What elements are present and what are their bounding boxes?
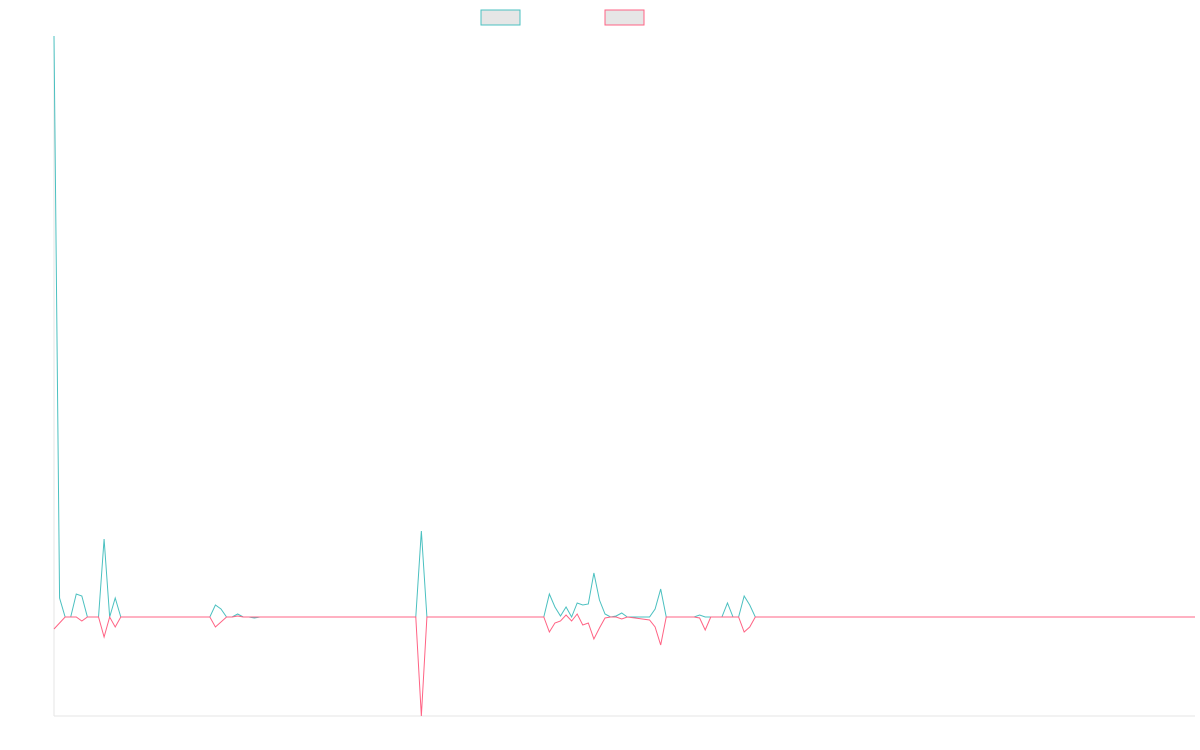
legend-swatch[interactable]	[480, 9, 521, 26]
series-line	[53, 35, 1195, 619]
series-line	[53, 613, 1195, 717]
legend-swatch[interactable]	[604, 9, 645, 26]
